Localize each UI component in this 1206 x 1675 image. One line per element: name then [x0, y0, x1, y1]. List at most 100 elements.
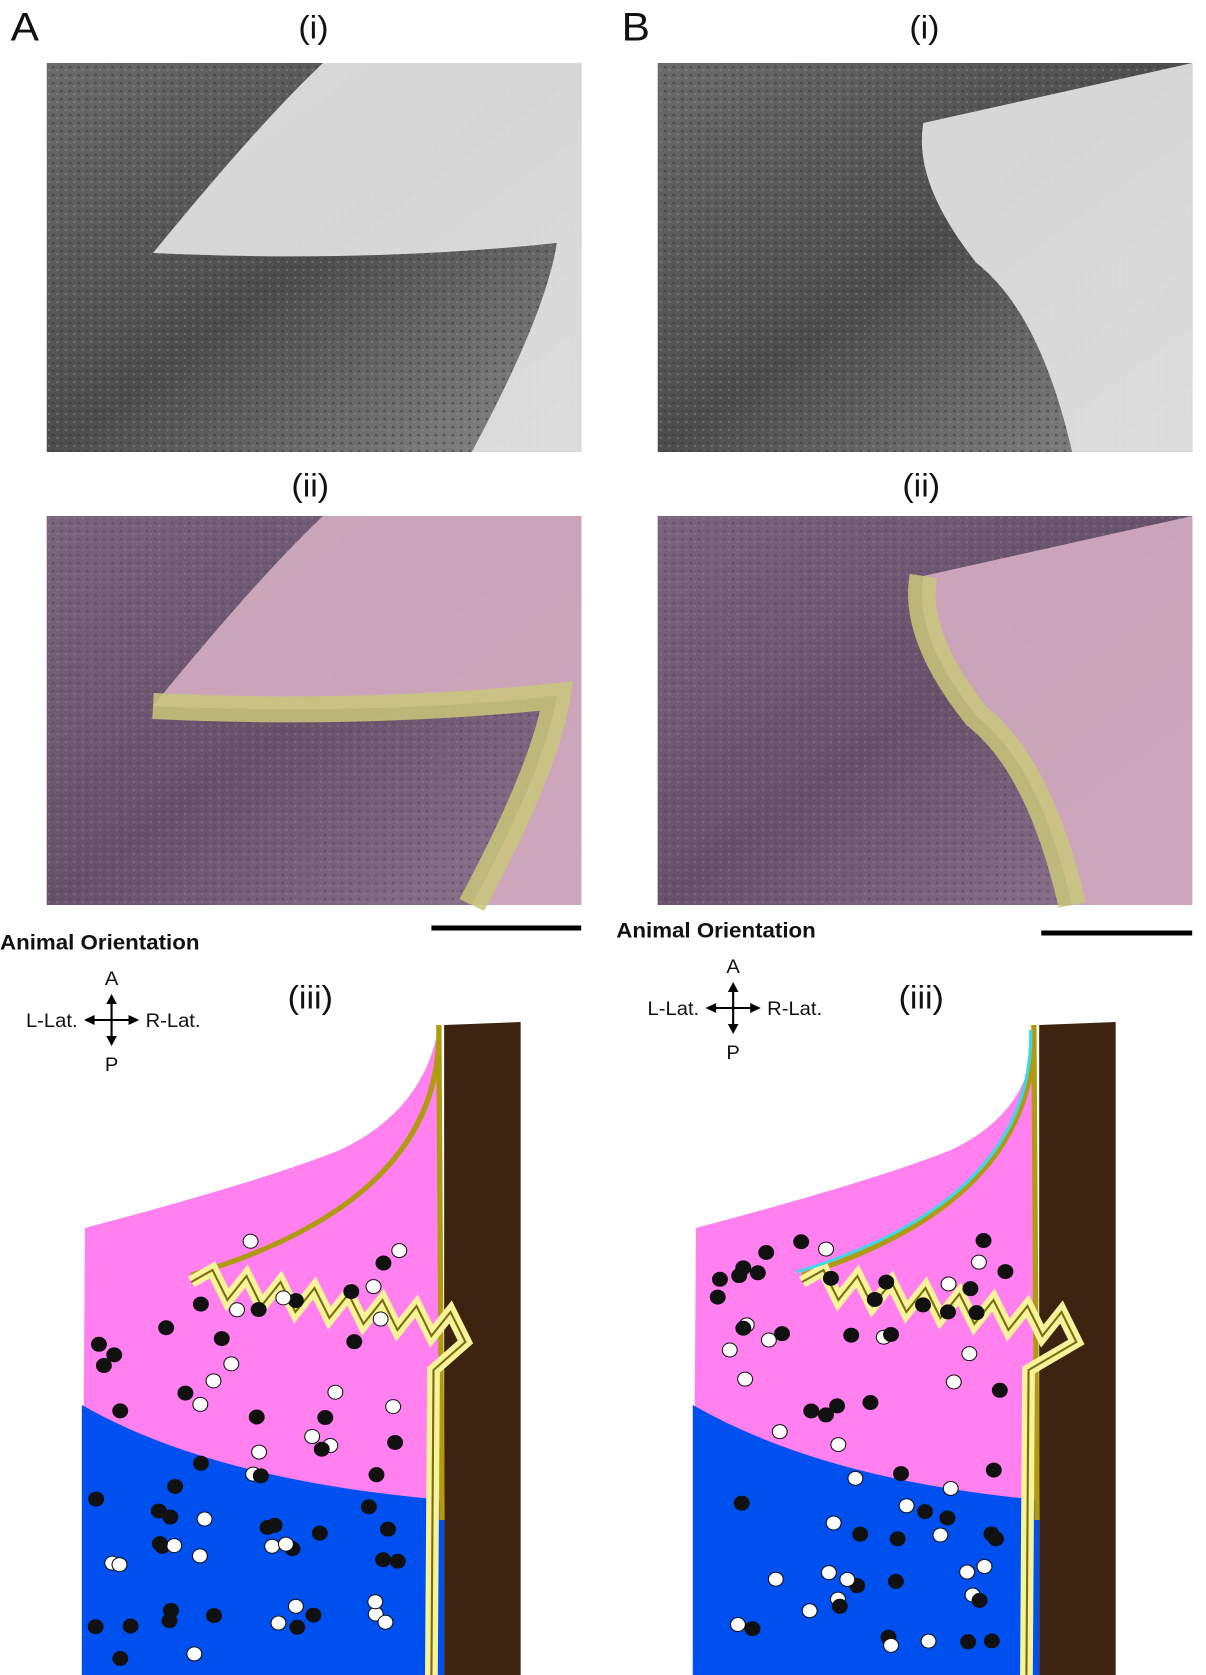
granule	[941, 1277, 956, 1291]
granule	[775, 1327, 790, 1341]
granule	[960, 1565, 975, 1579]
arrow-head	[84, 1015, 95, 1025]
granule	[867, 1292, 882, 1306]
granule	[976, 1234, 991, 1248]
granule	[894, 1467, 909, 1481]
sub-label: (i)	[909, 9, 939, 45]
granule	[998, 1265, 1013, 1279]
right-label: R-Lat.	[146, 1011, 201, 1032]
granule	[713, 1272, 728, 1286]
granule	[844, 1328, 859, 1342]
granule	[722, 1343, 737, 1357]
granule	[738, 1372, 753, 1386]
granule	[178, 1386, 193, 1400]
granule	[265, 1539, 280, 1553]
granule	[96, 1359, 111, 1373]
em-overlay	[658, 516, 1192, 905]
granule	[314, 1442, 329, 1456]
granule	[207, 1609, 222, 1623]
granule	[113, 1651, 128, 1665]
granule	[899, 1499, 914, 1513]
granule	[376, 1553, 391, 1567]
granule	[961, 1635, 976, 1649]
figure: A (i) (ii) Animal Orientation A P L-Lat. R-Lat.…	[0, 0, 1206, 1675]
granule	[392, 1244, 407, 1258]
granule	[888, 1574, 903, 1588]
granule	[848, 1471, 863, 1485]
granule	[361, 1500, 376, 1514]
granule	[271, 1616, 286, 1630]
granule	[946, 1375, 961, 1389]
granule	[745, 1622, 760, 1636]
granule	[819, 1242, 834, 1256]
granule	[187, 1647, 202, 1661]
arrow-head	[750, 1003, 761, 1013]
granule	[971, 1255, 986, 1269]
granule	[736, 1261, 751, 1275]
granule	[369, 1468, 384, 1482]
granule	[972, 1593, 987, 1607]
sub-label: (ii)	[291, 467, 329, 503]
granule	[890, 1532, 905, 1546]
granule	[288, 1599, 303, 1613]
granule	[768, 1572, 783, 1586]
granule	[759, 1246, 774, 1260]
granule	[193, 1397, 208, 1411]
granule	[347, 1335, 362, 1349]
lumen	[1039, 1022, 1116, 1675]
granule	[159, 1321, 174, 1335]
granule	[832, 1599, 847, 1613]
granule	[826, 1516, 841, 1530]
granule	[249, 1410, 264, 1424]
granule	[290, 1620, 305, 1634]
right-label: R-Lat.	[767, 999, 822, 1020]
granule	[804, 1404, 819, 1418]
granule	[88, 1620, 103, 1634]
arrow-head	[728, 982, 739, 992]
panel-letter: A	[11, 5, 40, 50]
granule	[918, 1505, 933, 1519]
panel-letter: B	[622, 5, 650, 50]
sub-label: (iii)	[288, 979, 333, 1015]
granule	[941, 1305, 956, 1319]
granule	[884, 1638, 899, 1652]
granule	[373, 1312, 388, 1326]
posterior-label: P	[105, 1055, 118, 1076]
orientation-title: Animal Orientation	[0, 930, 200, 954]
granule	[224, 1357, 239, 1371]
granule	[823, 1271, 838, 1285]
granule	[884, 1327, 899, 1341]
sub-label: (iii)	[899, 979, 944, 1015]
granule	[863, 1396, 878, 1410]
granule	[386, 1400, 401, 1414]
arrow-head	[106, 994, 117, 1004]
arrow-head	[106, 1036, 117, 1046]
granule	[802, 1604, 817, 1618]
granule	[112, 1558, 127, 1572]
granule	[821, 1566, 836, 1580]
granule	[328, 1385, 343, 1399]
granule	[736, 1321, 751, 1335]
arrow-head	[728, 1024, 739, 1034]
granule	[916, 1298, 931, 1312]
granule	[306, 1608, 321, 1622]
granule	[734, 1496, 749, 1510]
sub-label: (i)	[298, 9, 328, 45]
granule	[969, 1306, 984, 1320]
granule	[772, 1425, 787, 1439]
granule	[113, 1404, 128, 1418]
granule	[192, 1549, 207, 1563]
granule	[214, 1332, 229, 1346]
granule	[305, 1430, 320, 1444]
left-label: L-Lat.	[648, 999, 700, 1020]
granule	[253, 1469, 268, 1483]
arrow-head	[129, 1015, 140, 1025]
orientation-title: Animal Orientation	[616, 918, 816, 942]
granule	[252, 1445, 267, 1459]
granule	[840, 1572, 855, 1586]
granule	[92, 1337, 107, 1351]
anterior-label: A	[105, 969, 119, 990]
granule	[830, 1399, 845, 1413]
granule	[986, 1463, 1001, 1477]
arrow-head	[706, 1003, 717, 1013]
